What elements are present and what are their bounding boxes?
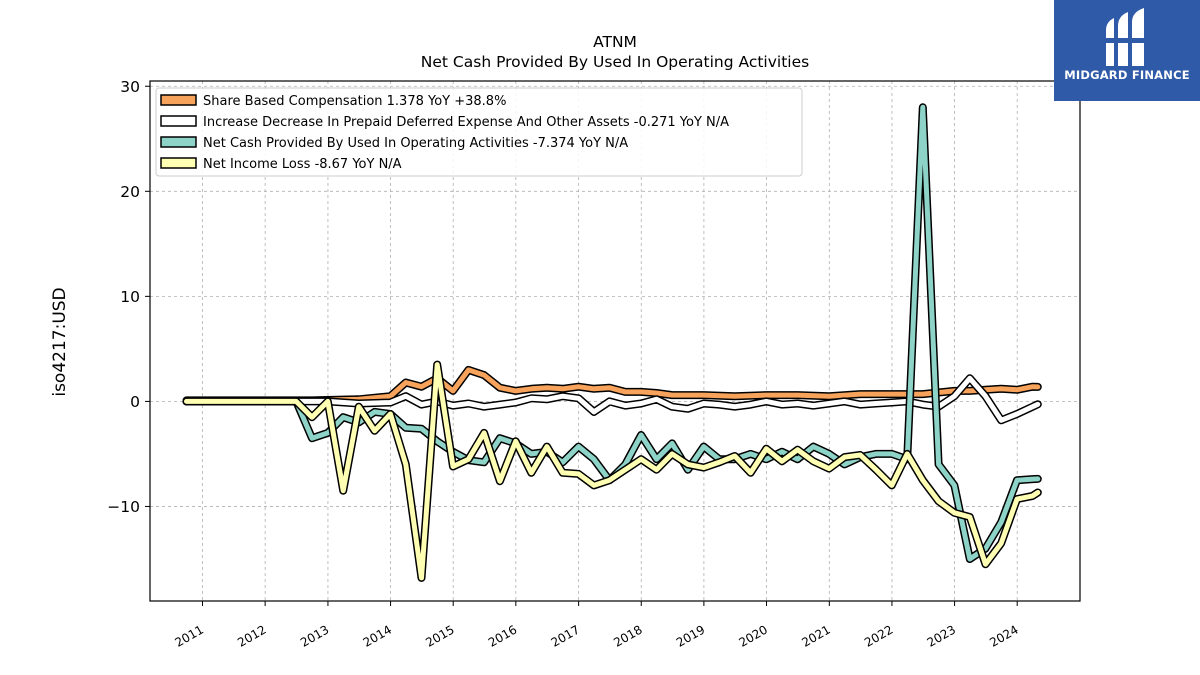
legend-label: Share Based Compensation 1.378 YoY +38.8…	[203, 94, 506, 109]
chart-title: ATNM	[593, 33, 637, 51]
legend-label: Net Income Loss -8.67 YoY N/A	[203, 157, 402, 172]
x-tick-label: 2023	[925, 622, 958, 649]
legend-swatch	[160, 115, 197, 127]
y-tick-label: 0	[130, 393, 140, 411]
x-tick-label: 2019	[674, 622, 707, 649]
legend-label: Increase Decrease In Prepaid Deferred Ex…	[203, 115, 729, 130]
x-tick-label: 2017	[549, 622, 582, 649]
y-tick-label: 20	[120, 183, 140, 201]
plot-area-frame	[149, 80, 1081, 602]
legend-box	[155, 87, 803, 177]
y-axis-label: iso4217:USD	[50, 287, 70, 396]
legend-swatch	[160, 157, 197, 169]
x-tick-label: 2021	[799, 622, 832, 649]
y-tick-label: 10	[120, 288, 140, 306]
x-tick-label: 2013	[298, 622, 331, 649]
x-tick-label: 2020	[737, 622, 770, 649]
legend-swatch	[160, 94, 197, 106]
x-tick-label: 2016	[486, 622, 519, 649]
x-tick-label: 2011	[173, 622, 206, 649]
y-tick-label: −10	[107, 498, 140, 516]
y-tick-label: 30	[120, 78, 140, 96]
series-line	[184, 367, 1041, 403]
series-line	[184, 375, 1041, 423]
legend-swatch	[160, 136, 197, 148]
legend: Share Based Compensation 1.378 YoY +38.8…	[155, 87, 803, 177]
x-tick-label: 2015	[423, 622, 456, 649]
chart-subtitle: Net Cash Provided By Used In Operating A…	[421, 53, 809, 71]
brand-logo: MIDGARD FINANCE	[1054, 0, 1200, 101]
x-tick-label: 2018	[611, 622, 644, 649]
x-tick-label: 2024	[987, 622, 1020, 649]
x-tick-label: 2012	[235, 622, 268, 649]
legend-label: Net Cash Provided By Used In Operating A…	[203, 136, 628, 151]
x-tick-label: 2014	[361, 622, 394, 649]
series-line	[184, 362, 1041, 581]
x-tick-label: 2022	[862, 622, 895, 649]
series-lines	[182, 103, 1042, 582]
midgard-logo-icon	[1104, 8, 1146, 66]
brand-name: MIDGARD FINANCE	[1064, 68, 1190, 82]
